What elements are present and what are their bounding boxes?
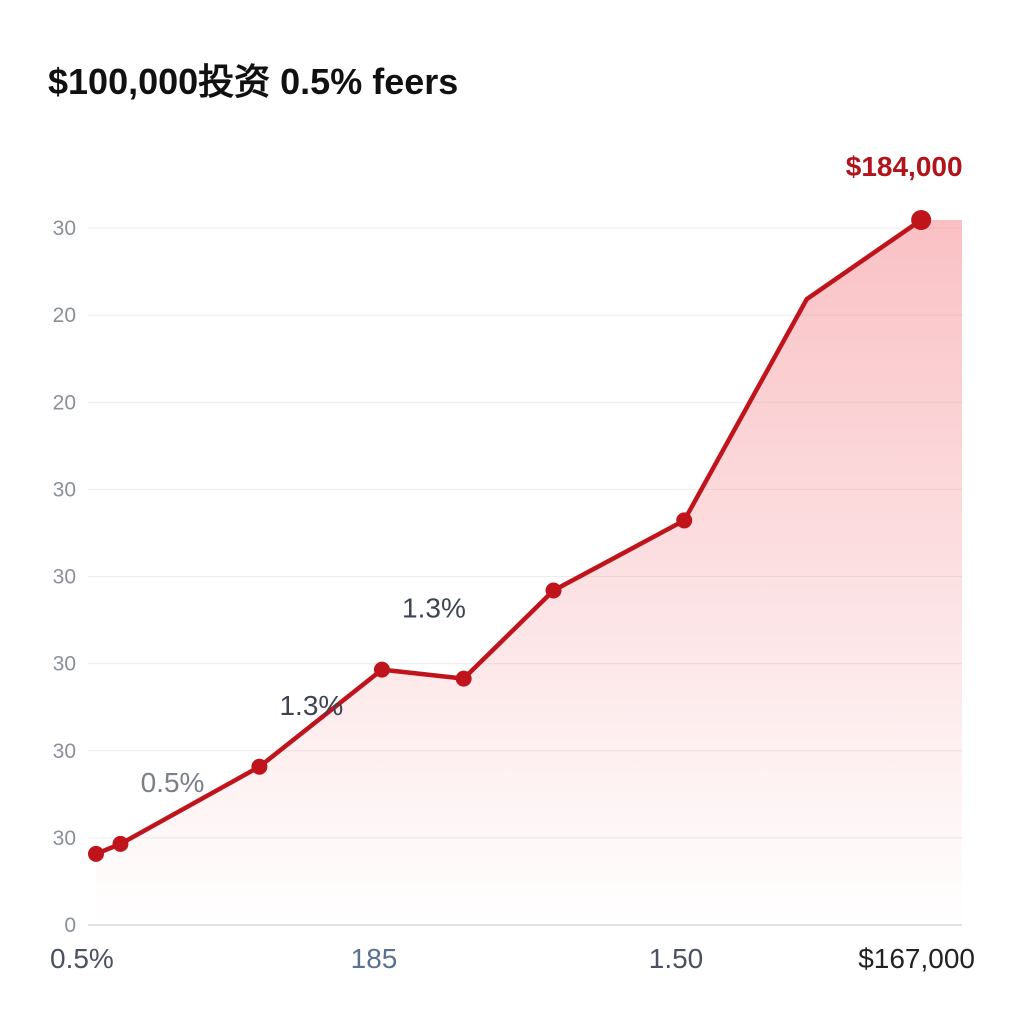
data-point-marker [545, 582, 562, 599]
data-label: 1.3% [279, 690, 343, 721]
y-tick-label: 20 [53, 391, 76, 414]
x-tick-label: 185 [351, 943, 398, 974]
x-tick-label: 1.50 [649, 943, 704, 974]
data-point-marker [676, 512, 693, 529]
area-fill [96, 220, 962, 925]
data-point-marker [88, 845, 104, 862]
x-tick-label: $167,000 [858, 943, 975, 974]
data-label: 1.3% [402, 593, 466, 624]
data-annotations: 0.5% 1.3% 1.3% $184,000 [141, 151, 963, 798]
y-tick-label: 30 [53, 478, 76, 501]
data-label: 0.5% [141, 767, 205, 798]
y-tick-label: 0 [64, 914, 76, 937]
y-tick-label: 30 [53, 740, 76, 763]
data-point-marker [455, 670, 472, 687]
data-label: $184,000 [846, 151, 963, 182]
y-tick-label: 30 [53, 827, 76, 850]
y-tick-label: 30 [53, 217, 76, 240]
area-fill-shape [96, 220, 962, 925]
data-point-marker [112, 835, 129, 852]
y-axis-tick-labels: 0 30 30 30 30 30 20 20 30 [53, 217, 76, 937]
data-point-marker [911, 210, 932, 230]
y-tick-label: 30 [53, 653, 76, 676]
y-tick-label: 30 [53, 566, 76, 589]
x-axis-tick-labels: 0.5% 185 1.50 $167,000 [50, 943, 975, 974]
x-tick-label: 0.5% [50, 943, 114, 974]
y-tick-label: 20 [53, 304, 76, 327]
data-point-marker [251, 758, 268, 775]
chart-title: $100,000投资 0.5% feers [48, 61, 458, 102]
data-markers [88, 210, 932, 862]
data-point-marker [373, 661, 390, 678]
